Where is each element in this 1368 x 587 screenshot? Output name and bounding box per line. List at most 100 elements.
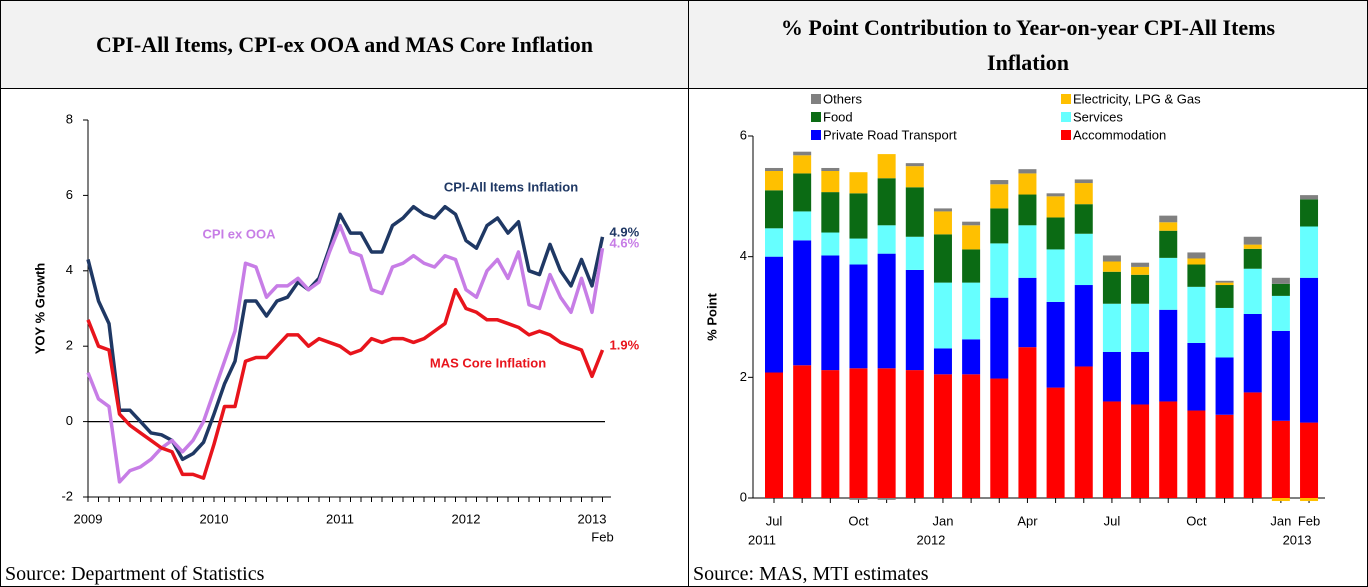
bar-segment bbox=[1187, 410, 1206, 498]
bar-segment bbox=[1046, 196, 1065, 218]
y-axis-label: YOY % Growth bbox=[32, 263, 47, 355]
bar-segment bbox=[962, 374, 981, 498]
legend-swatch bbox=[1061, 112, 1071, 122]
bar-segment bbox=[1215, 280, 1234, 283]
bar-segment bbox=[849, 264, 868, 369]
bar-segment bbox=[1018, 194, 1037, 226]
bar-segment bbox=[1131, 266, 1150, 275]
bar-segment bbox=[1300, 277, 1319, 423]
bar-segment bbox=[793, 365, 812, 498]
y-tick-label: 4 bbox=[740, 248, 747, 263]
legend-label: Others bbox=[823, 91, 863, 106]
bar-segment bbox=[877, 225, 896, 254]
bar-segment bbox=[1074, 233, 1093, 286]
bar-segment bbox=[962, 225, 981, 250]
bar-segment bbox=[1102, 303, 1121, 352]
bar-segment bbox=[933, 208, 952, 212]
bar-segment bbox=[765, 167, 783, 171]
bar-segment bbox=[1300, 498, 1319, 502]
bar-segment bbox=[933, 211, 952, 235]
legend-label: Accommodation bbox=[1073, 127, 1166, 142]
value-label: 1.9% bbox=[610, 337, 640, 352]
bar-segment bbox=[905, 163, 924, 167]
value-label: 4.9% bbox=[610, 224, 640, 239]
bar-segment bbox=[793, 211, 812, 241]
source: Source: MAS, MTI estimates bbox=[693, 563, 929, 585]
bar-segment bbox=[990, 184, 1009, 209]
bar-segment bbox=[1243, 248, 1262, 269]
bar-segment bbox=[1243, 244, 1262, 249]
right-panel: % Point Contribution to Year-on-year CPI… bbox=[689, 1, 1367, 586]
value-label: 4.6% bbox=[610, 236, 640, 251]
x-tick-label: 2012 bbox=[452, 511, 481, 526]
bar-segment bbox=[765, 256, 783, 373]
x-tick-label: 2009 bbox=[74, 511, 103, 526]
bar-segment bbox=[1074, 183, 1093, 205]
bar-segment bbox=[1159, 215, 1178, 223]
x-tick-label: 2011 bbox=[326, 511, 354, 526]
left-panel: CPI-All Items, CPI-ex OOA and MAS Core I… bbox=[1, 1, 689, 586]
bar-segment bbox=[877, 178, 896, 226]
bar-segment bbox=[1131, 404, 1150, 498]
x-tick-label: Jul bbox=[1104, 513, 1121, 528]
x-tick-label: 2013 bbox=[578, 511, 607, 526]
bar-segment bbox=[793, 155, 812, 174]
bar-segment bbox=[1271, 498, 1290, 502]
bar-segment bbox=[905, 187, 924, 237]
bar-segment bbox=[877, 154, 896, 179]
bar-segment bbox=[1271, 283, 1290, 296]
series-line bbox=[86, 287, 605, 480]
x-tick-label: Jul bbox=[766, 513, 783, 528]
x-tick-label: Oct bbox=[848, 513, 869, 528]
bar-segment bbox=[905, 236, 924, 270]
chart: 0 2 4 6 % Point Jul 2011 Oct Jan 2012 Apr Jul Oct Jan… bbox=[704, 91, 1325, 547]
y-tick-label: 2 bbox=[740, 369, 747, 384]
bar-segment bbox=[849, 193, 868, 239]
bar-segment bbox=[765, 190, 783, 229]
bar-segment bbox=[1300, 195, 1319, 200]
bar-segment bbox=[765, 372, 783, 498]
bar-segment bbox=[1131, 303, 1150, 352]
bar-segment bbox=[821, 370, 840, 498]
bar-segment bbox=[1271, 277, 1290, 284]
bar-segment bbox=[1018, 225, 1037, 278]
y-tick-label: 6 bbox=[66, 187, 73, 202]
bar-segment bbox=[1159, 222, 1178, 231]
bar-segment bbox=[1102, 255, 1121, 262]
bar-segment bbox=[1300, 226, 1319, 278]
bar-segment bbox=[1187, 286, 1206, 343]
bar-segment bbox=[1018, 173, 1037, 195]
bar-segment bbox=[990, 297, 1009, 379]
bar-segment bbox=[1159, 309, 1178, 402]
y-tick-label: 4 bbox=[66, 262, 73, 277]
bar-segment bbox=[1187, 342, 1206, 411]
bar-segment bbox=[1271, 330, 1290, 421]
x-tick-label: Feb bbox=[1298, 513, 1320, 528]
x-tick-sublabel: Feb bbox=[591, 529, 613, 544]
bar-segment bbox=[849, 238, 868, 265]
y-axis-label: % Point bbox=[704, 293, 719, 341]
y-tick-label: -2 bbox=[61, 488, 73, 503]
bar-segment bbox=[821, 232, 840, 256]
bar-segment bbox=[1046, 301, 1065, 388]
legend-swatch bbox=[1061, 94, 1071, 104]
x-tick-sublabel: 2013 bbox=[1283, 532, 1312, 547]
bar-segment bbox=[1159, 257, 1178, 310]
y-tick-label: 0 bbox=[66, 413, 73, 428]
bar-segment bbox=[1046, 193, 1065, 197]
series-line bbox=[86, 223, 605, 484]
bar-segment bbox=[1159, 230, 1178, 258]
x-tick-label: Oct bbox=[1186, 513, 1207, 528]
bar-segment bbox=[1243, 313, 1262, 393]
bar-segment bbox=[765, 228, 783, 257]
bar-segment bbox=[1074, 366, 1093, 498]
legend-label: Private Road Transport bbox=[823, 127, 957, 142]
bar-segment bbox=[905, 370, 924, 498]
bar-segment bbox=[1187, 252, 1206, 259]
legend-swatch bbox=[811, 94, 821, 104]
bar-segment bbox=[1215, 282, 1234, 286]
bar-segment bbox=[933, 234, 952, 283]
bar-segment bbox=[1018, 169, 1037, 174]
bar-segment bbox=[765, 170, 783, 191]
bar-segment bbox=[1131, 274, 1150, 304]
